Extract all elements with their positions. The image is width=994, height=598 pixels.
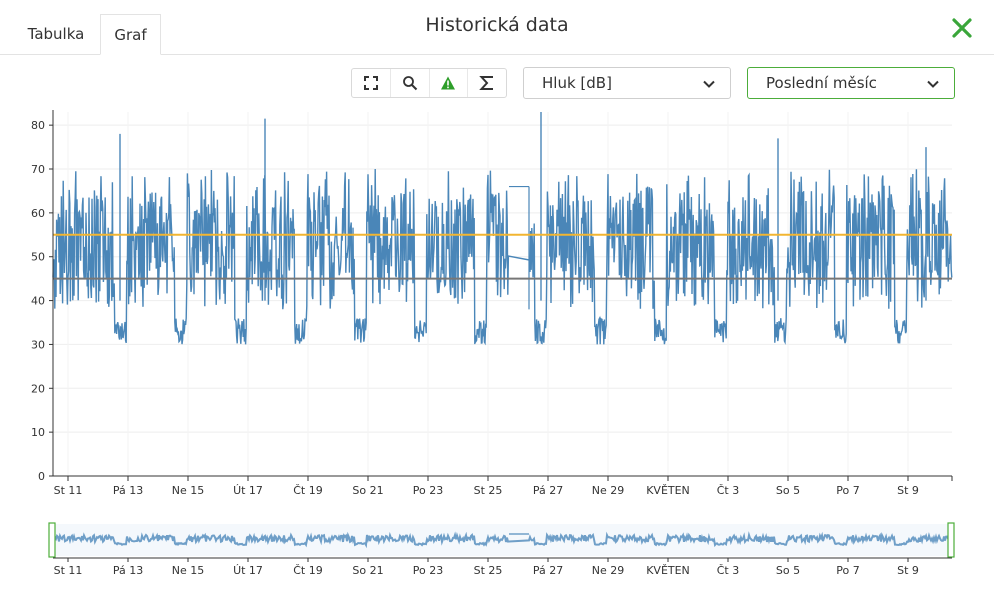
metric-select[interactable]: Hluk [dB] [523, 67, 731, 99]
navigator-x-tick-label: KVĚTEN [646, 564, 690, 577]
x-tick-label: KVĚTEN [646, 484, 690, 497]
metric-select-value: Hluk [dB] [542, 74, 612, 92]
navigator-x-tick-label: Po 7 [836, 564, 859, 577]
zoom-button[interactable] [391, 69, 430, 97]
search-icon [402, 76, 417, 91]
x-tick-label: Čt 3 [717, 484, 740, 497]
y-tick-label: 70 [31, 163, 45, 176]
navigator-x-tick-label: Po 23 [413, 564, 443, 577]
y-tick-label: 20 [31, 382, 45, 395]
tab-bar: Tabulka Graf [0, 0, 994, 55]
navigator-handle-left [48, 522, 56, 558]
navigator-x-tick-label: Pá 13 [113, 564, 143, 577]
x-tick-label: St 9 [897, 484, 919, 497]
navigator-x-tick-label: Čt 3 [717, 564, 740, 577]
navigator-x-tick-label: Ne 29 [592, 564, 625, 577]
period-select[interactable]: Poslední měsíc [747, 67, 955, 99]
x-tick-label: Pá 27 [533, 484, 563, 497]
period-select-value: Poslední měsíc [766, 74, 877, 92]
navigator-x-tick-label: Pá 27 [533, 564, 563, 577]
y-tick-label: 40 [31, 295, 45, 308]
y-tick-label: 10 [31, 426, 45, 439]
x-tick-label: Po 23 [413, 484, 443, 497]
y-tick-label: 80 [31, 119, 45, 132]
x-tick-label: Pá 13 [113, 484, 143, 497]
navigator-x-tick-label: Čt 19 [293, 564, 323, 577]
navigator-background [53, 524, 952, 556]
navigator-x-tick-label: So 5 [776, 564, 800, 577]
x-tick-label: Út 17 [233, 484, 263, 497]
x-tick-label: So 5 [776, 484, 800, 497]
fullscreen-button[interactable] [352, 69, 391, 97]
navigator-x-tick-label: St 9 [897, 564, 919, 577]
series-line [52, 168, 953, 346]
chart-toolbar [351, 68, 507, 98]
fullscreen-icon [363, 76, 378, 90]
navigator-x-tick-label: Út 17 [233, 564, 263, 577]
tab-divider [0, 54, 994, 55]
x-tick-label: St 25 [474, 484, 503, 497]
warning-icon [441, 76, 456, 90]
sigma-icon [479, 76, 494, 90]
navigator-x-tick-label: So 21 [352, 564, 383, 577]
warning-toggle-button[interactable] [430, 69, 469, 97]
x-tick-label: St 11 [54, 484, 83, 497]
chevron-down-icon [703, 80, 715, 88]
x-tick-label: Ne 15 [172, 484, 205, 497]
y-tick-label: 30 [31, 338, 45, 351]
navigator-x-tick-label: Ne 15 [172, 564, 205, 577]
x-tick-label: Čt 19 [293, 484, 323, 497]
close-button[interactable] [950, 16, 974, 40]
chevron-down-icon [927, 80, 939, 88]
navigator-x-tick-label: St 25 [474, 564, 503, 577]
sum-button[interactable] [468, 69, 506, 97]
x-tick-label: Po 7 [836, 484, 859, 497]
x-tick-label: Ne 29 [592, 484, 625, 497]
x-tick-label: So 21 [352, 484, 383, 497]
close-icon [952, 18, 972, 38]
navigator-series [52, 531, 953, 549]
y-tick-label: 50 [31, 251, 45, 264]
tab-tabulka[interactable]: Tabulka [27, 25, 85, 43]
navigator-handle-right [947, 522, 955, 558]
y-tick-label: 0 [38, 470, 45, 483]
y-tick-label: 60 [31, 207, 45, 220]
tab-graf[interactable]: Graf [100, 14, 161, 55]
page-title: Historická data [425, 14, 569, 36]
navigator-x-tick-label: St 11 [54, 564, 83, 577]
